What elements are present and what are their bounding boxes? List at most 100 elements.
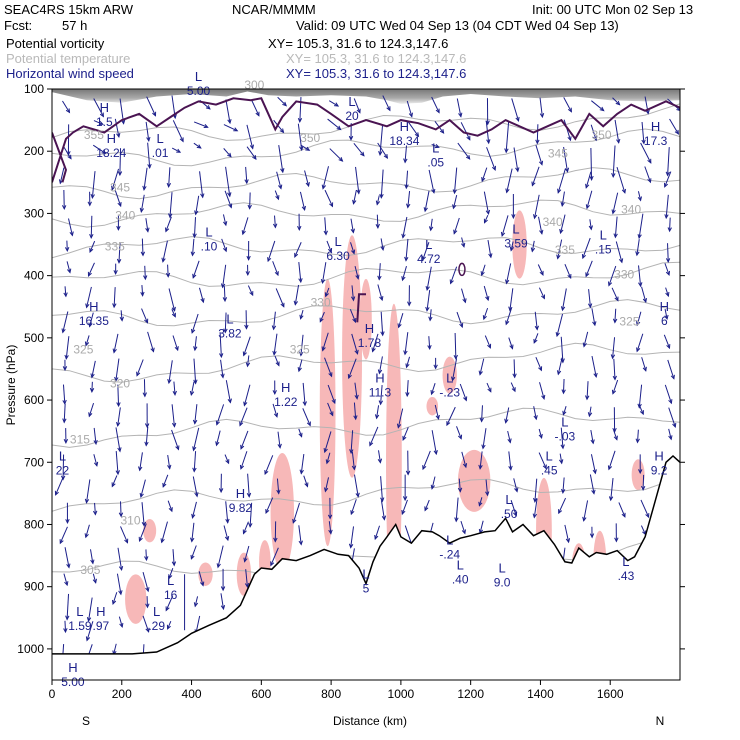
- wind-arrow-shaft: [190, 545, 197, 560]
- y-axis-label: Pressure (hPa): [4, 345, 18, 426]
- wind-arrow-shaft: [168, 167, 171, 187]
- wind-arrow-head: [99, 112, 104, 118]
- wind-arrow-shaft: [608, 265, 617, 286]
- wind-arrow-shaft: [562, 477, 565, 493]
- x-tick-label: 600: [251, 687, 271, 701]
- wind-arrow-shaft: [302, 382, 306, 406]
- extremum-marker: H: [281, 380, 290, 395]
- wind-arrow-head: [375, 223, 380, 229]
- wind-arrow-shaft: [89, 312, 94, 327]
- wind-arrow-shaft: [147, 142, 151, 168]
- wind-arrow-shaft: [483, 191, 490, 214]
- wind-arrow-shaft: [120, 310, 123, 321]
- wind-arrow-shaft: [431, 430, 437, 455]
- wind-arrow-head: [621, 188, 626, 194]
- wind-arrow-shaft: [374, 525, 381, 540]
- wind-arrow-shaft: [513, 147, 519, 172]
- wind-arrow-head: [466, 135, 471, 141]
- y-tick-label: 500: [24, 331, 44, 345]
- wind-arrow-shaft: [610, 477, 614, 501]
- wind-arrow-head: [218, 488, 224, 494]
- wind-arrow-head: [168, 507, 173, 513]
- wind-arrow-head: [69, 231, 74, 237]
- wind-arrow-shaft: [533, 498, 538, 518]
- wind-arrow-head: [168, 213, 173, 219]
- wind-arrow-head: [539, 270, 544, 276]
- wind-arrow-shaft: [404, 145, 408, 163]
- wind-arrow-head: [485, 491, 490, 497]
- wind-arrow-shaft: [111, 168, 120, 190]
- theta-contour-line: [52, 342, 680, 383]
- wind-arrow-head: [407, 301, 412, 307]
- wind-arrow-shaft: [380, 238, 384, 250]
- wind-arrow-shaft: [538, 216, 543, 234]
- wind-arrow-shaft: [614, 119, 620, 143]
- wind-arrow-shaft: [112, 592, 118, 605]
- wind-arrow-head: [637, 196, 642, 202]
- wind-arrow-shaft: [113, 287, 116, 308]
- wind-arrow-shaft: [618, 502, 626, 518]
- wind-arrow-head: [592, 469, 597, 475]
- wind-arrow-shaft: [406, 356, 411, 368]
- pv-blob: [457, 449, 491, 512]
- wind-arrow-shaft: [563, 97, 572, 112]
- extremum-value: .40: [452, 572, 469, 586]
- wind-arrow-shaft: [612, 192, 619, 214]
- wind-arrow-head: [607, 465, 613, 471]
- wind-arrow-head: [272, 390, 277, 396]
- wind-arrow-head: [639, 410, 644, 416]
- wind-arrow-shaft: [168, 288, 176, 311]
- wind-arrow-head: [453, 354, 458, 360]
- pv-blob: [270, 453, 294, 572]
- wind-arrow-shaft: [608, 450, 616, 470]
- extremum-marker: L: [446, 532, 453, 547]
- wind-arrow-head: [192, 467, 197, 473]
- wind-arrow-shaft: [191, 522, 195, 542]
- wind-arrow-shaft: [240, 430, 249, 449]
- wind-arrow-shaft: [93, 454, 98, 466]
- wind-arrow-head: [255, 111, 260, 117]
- wind-arrow-shaft: [377, 284, 383, 301]
- extremum-value: 22: [56, 463, 70, 477]
- wind-arrow-head: [449, 279, 454, 285]
- wind-arrow-shaft: [564, 263, 572, 279]
- wind-arrow-head: [144, 318, 149, 324]
- wind-arrow-head: [192, 419, 198, 425]
- wind-arrow-shaft: [298, 525, 302, 545]
- wind-arrow-shaft: [461, 237, 465, 247]
- wind-arrow-shaft: [487, 239, 492, 258]
- wind-arrow-shaft: [246, 146, 257, 160]
- wind-arrow-head: [93, 439, 98, 446]
- wind-arrow-head: [89, 387, 95, 393]
- wind-arrow-shaft: [560, 214, 566, 234]
- wind-arrow-head: [215, 420, 220, 426]
- pv-contour-fragment: [356, 293, 366, 323]
- wind-arrow-head: [193, 346, 198, 352]
- wind-arrow-head: [140, 291, 145, 297]
- wind-arrow-shaft: [326, 240, 332, 253]
- wind-arrow-shaft: [92, 573, 97, 583]
- wind-arrow-head: [642, 366, 647, 372]
- extremum-value: 18.34: [389, 134, 419, 148]
- extremum-value: -.23: [439, 386, 460, 400]
- wind-arrow-shaft: [350, 430, 354, 453]
- wind-arrow-head: [504, 418, 509, 424]
- wind-arrow-shaft: [118, 242, 121, 263]
- wind-arrow-shaft: [198, 287, 204, 303]
- wind-arrow-shaft: [354, 265, 359, 279]
- wind-arrow-head: [225, 518, 230, 524]
- wind-arrow-head: [174, 346, 179, 352]
- wind-arrow-head: [124, 538, 129, 544]
- wind-arrow-head: [374, 414, 380, 420]
- wind-arrow-head: [593, 372, 598, 379]
- wind-arrow-shaft: [120, 526, 128, 543]
- wind-arrow-shaft: [143, 167, 148, 190]
- wind-arrow-head: [116, 132, 121, 139]
- extremum-value: .15: [595, 243, 612, 257]
- wind-arrow-shaft: [118, 616, 123, 628]
- wind-arrow-shaft: [225, 380, 231, 403]
- wind-arrow-shaft: [636, 311, 642, 326]
- wind-arrow-head: [592, 321, 597, 327]
- wind-arrow-shaft: [590, 454, 596, 474]
- wind-arrow-head: [112, 348, 117, 354]
